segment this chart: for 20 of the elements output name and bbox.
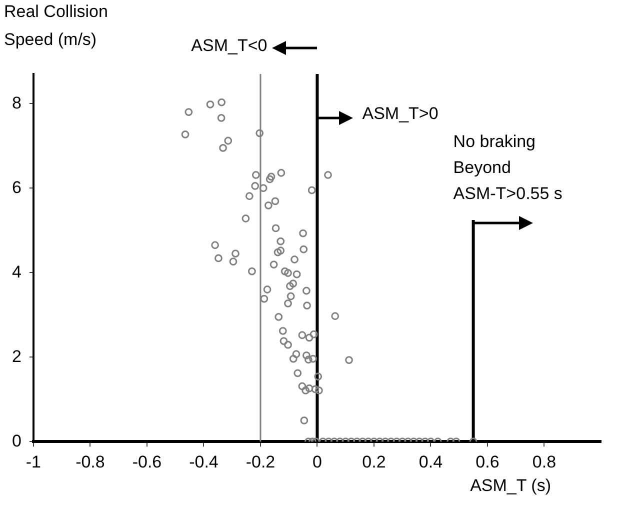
y-tick-label: 6 [12,178,22,197]
x-tick-label: -1 [26,452,42,472]
annotation: ASM_T>0 [362,104,438,124]
x-axis-title: ASM_T (s) [470,476,551,495]
x-tick-label: 0.4 [418,452,443,472]
x-tick-label: -0.8 [76,452,105,472]
y-tick-label: 4 [12,262,22,282]
x-tick-label: 0.6 [476,452,500,472]
x-tick-label: 0.8 [532,452,556,472]
x-tick-label: 0 [312,452,322,472]
y-tick-label: 8 [12,93,22,112]
text: ASM_T<0 [191,36,268,56]
ref-line-label: No braking Beyond ASM-T>0.55 s [453,132,562,204]
x-tick-label: 0.2 [362,452,386,472]
x-tick-label: -0.4 [189,452,218,472]
y-tick-label: 0 [12,431,22,450]
x-tick-label: -0.2 [246,452,276,472]
x-tick-label: -0.6 [132,452,162,472]
y-tick-label: 2 [12,346,22,366]
y-axis-title: Real Collision Speed (m/s) [4,2,108,50]
